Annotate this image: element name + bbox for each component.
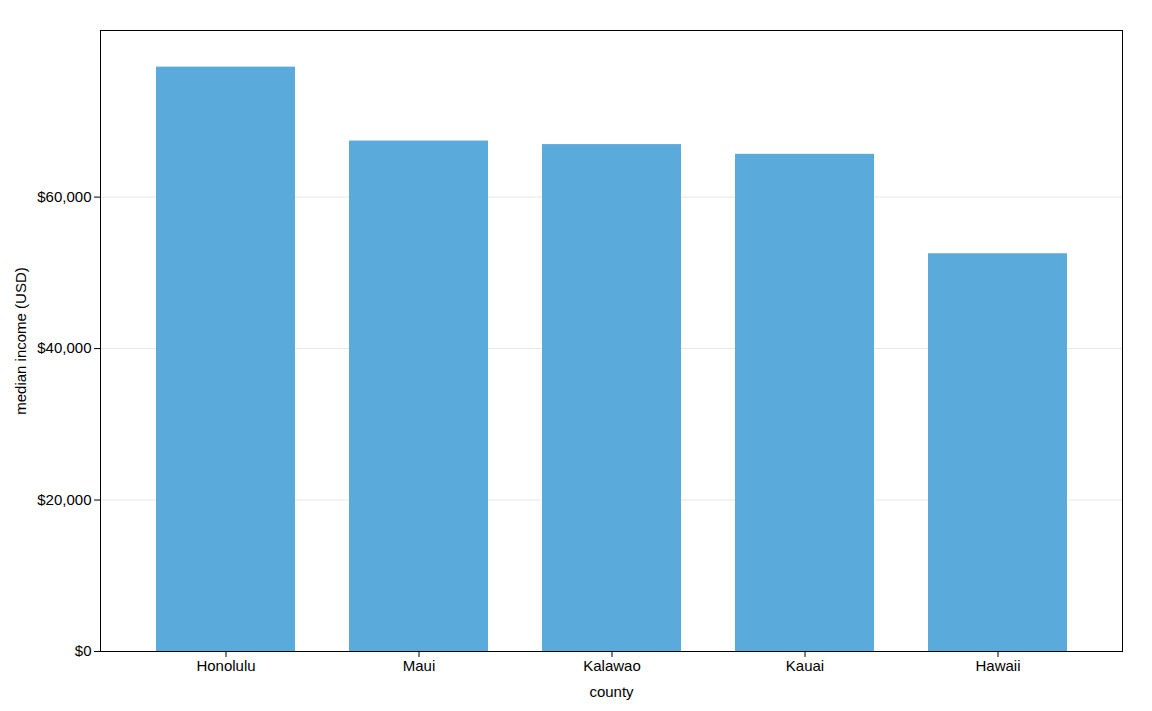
- svg-text:Kalawao: Kalawao: [583, 657, 641, 674]
- svg-text:median income (USD): median income (USD): [12, 267, 29, 415]
- svg-text:Maui: Maui: [403, 657, 436, 674]
- svg-text:Honolulu: Honolulu: [196, 657, 255, 674]
- svg-text:Hawaii: Hawaii: [975, 657, 1020, 674]
- svg-text:$0: $0: [75, 642, 92, 659]
- svg-text:Kauai: Kauai: [786, 657, 824, 674]
- svg-text:$60,000: $60,000: [37, 188, 91, 205]
- svg-text:county: county: [589, 683, 634, 700]
- svg-text:$40,000: $40,000: [37, 339, 91, 356]
- svg-text:$20,000: $20,000: [37, 491, 91, 508]
